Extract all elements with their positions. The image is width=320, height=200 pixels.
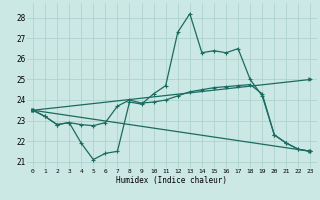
X-axis label: Humidex (Indice chaleur): Humidex (Indice chaleur) — [116, 176, 227, 185]
